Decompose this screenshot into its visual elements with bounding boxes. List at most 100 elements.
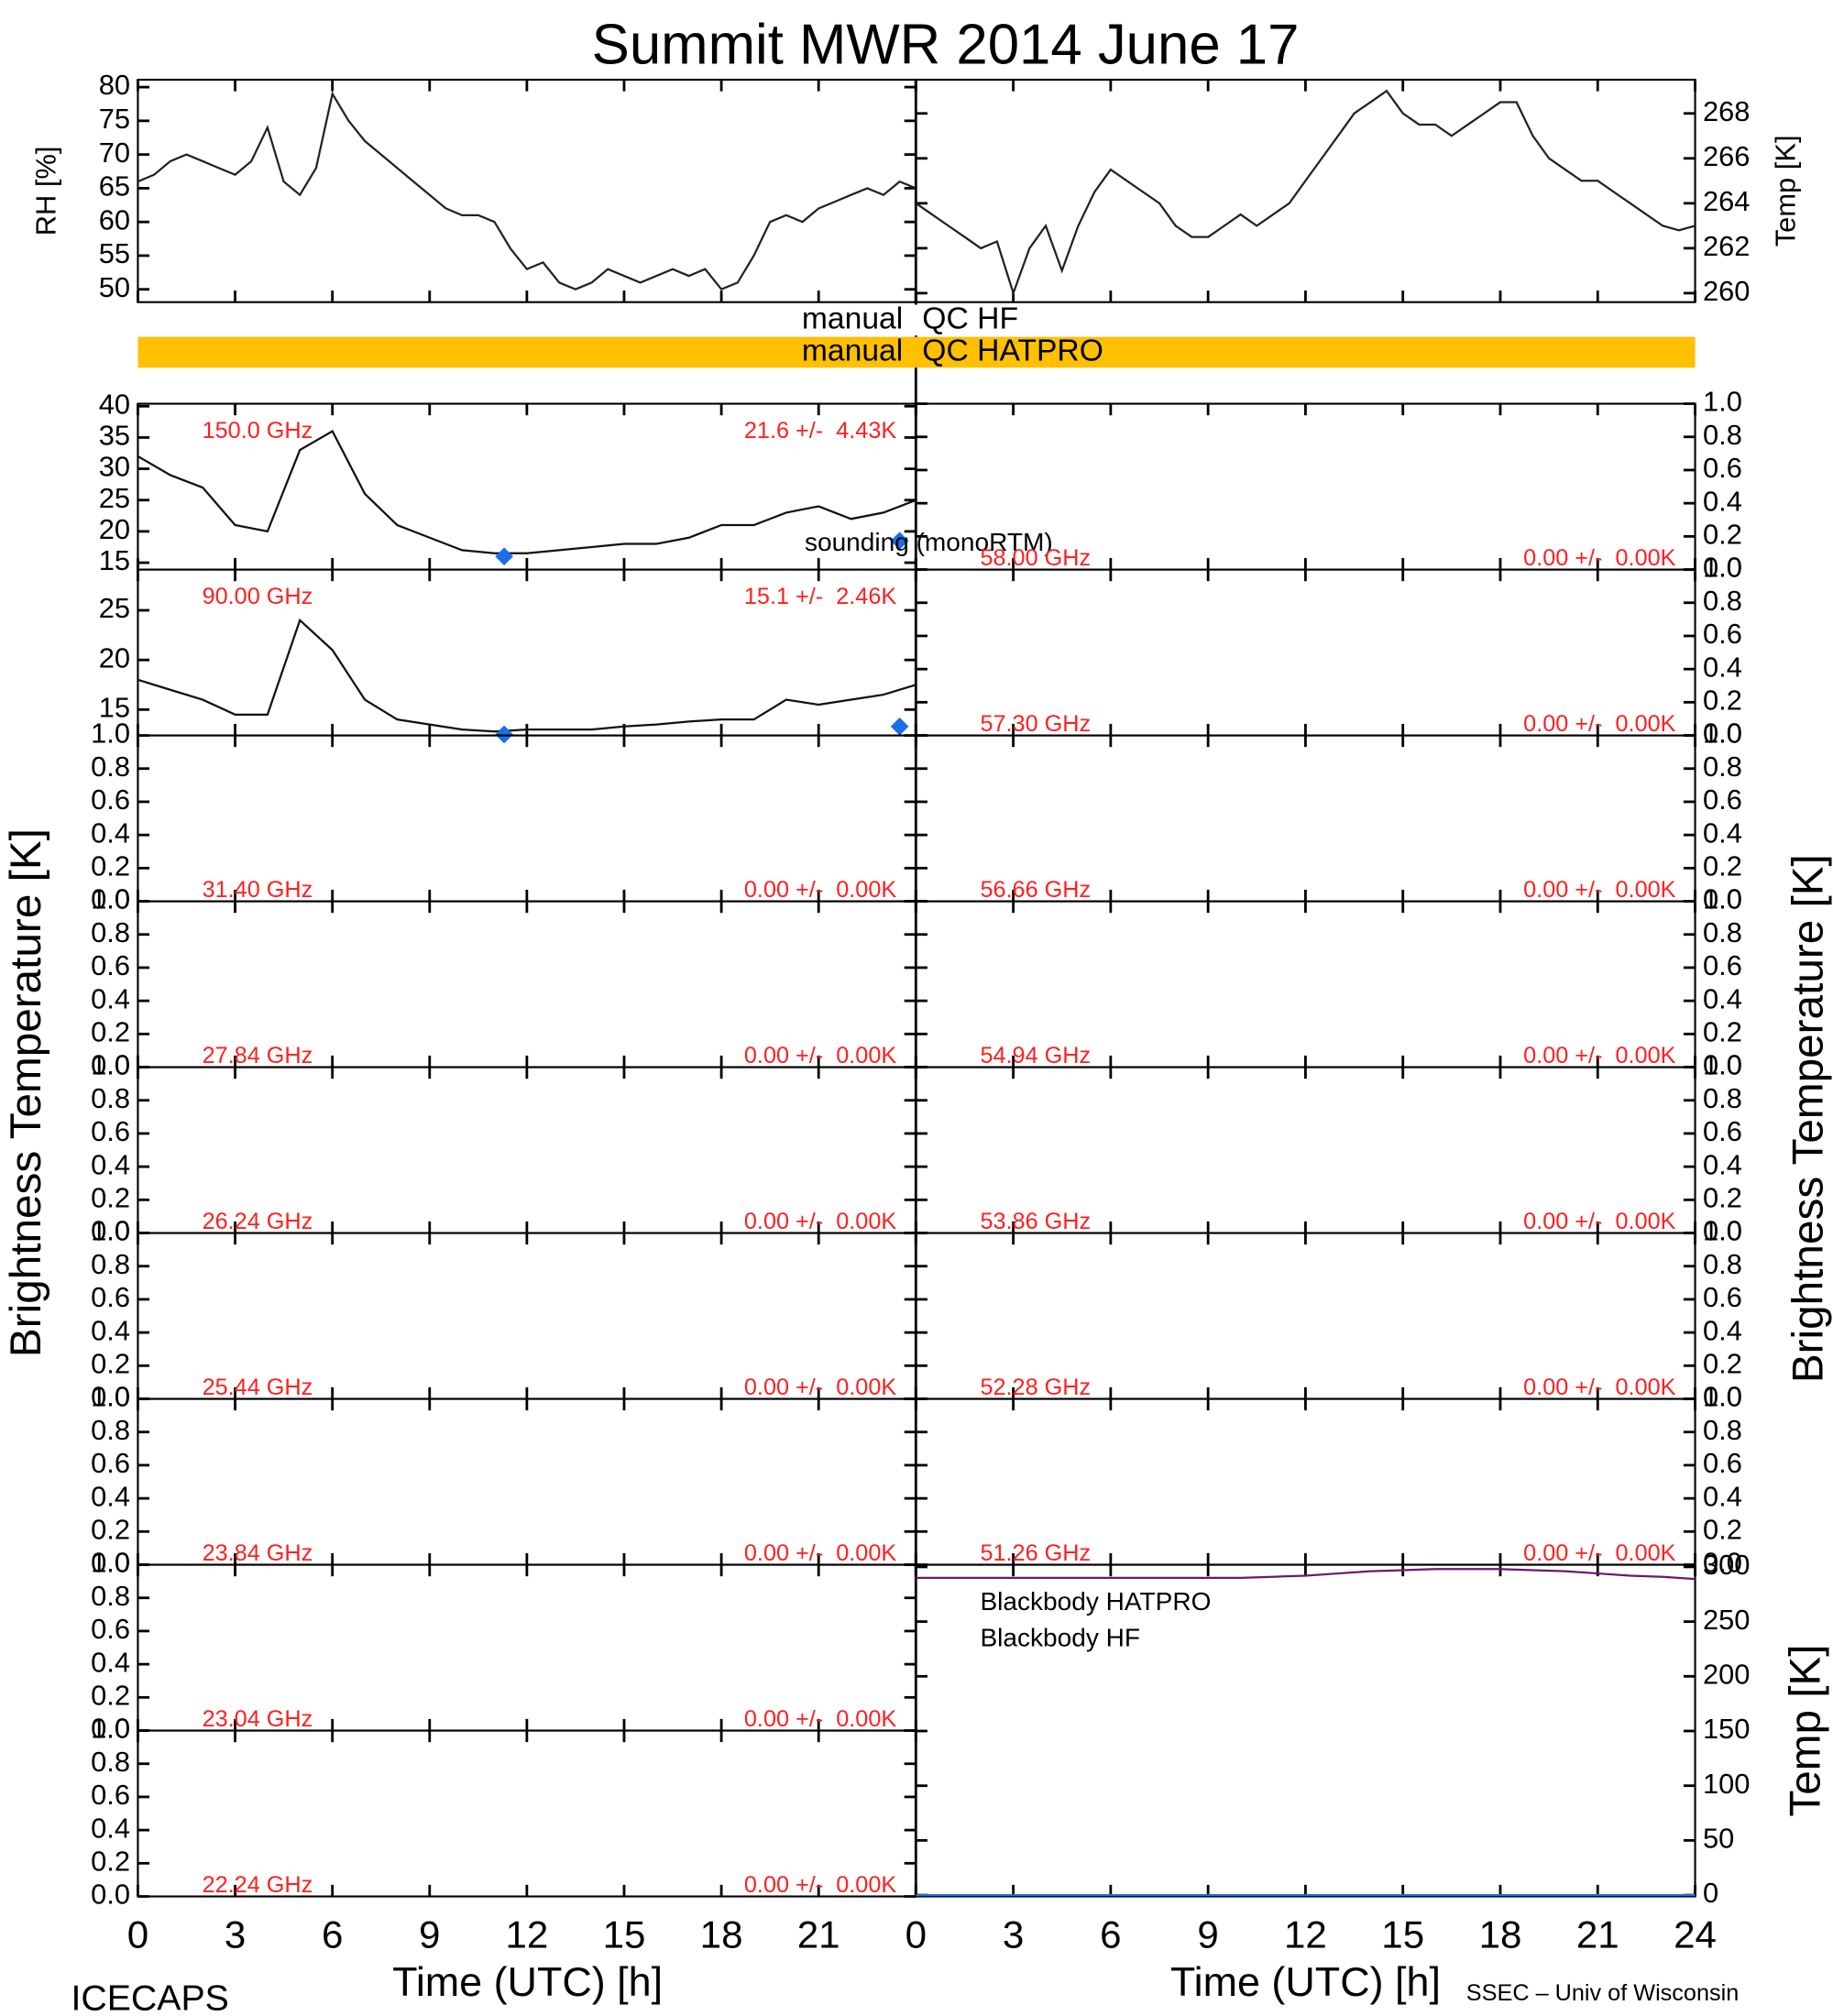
y-tick-label: 0.2 xyxy=(1703,519,1742,551)
y-tick-label: 0.0 xyxy=(91,1713,130,1745)
frequency-label: 25.44 GHz xyxy=(203,1375,313,1400)
x-tick-label: 3 xyxy=(1003,1913,1024,1956)
y-tick-label: 100 xyxy=(1703,1768,1751,1800)
frequency-label: 27.84 GHz xyxy=(203,1043,313,1068)
frequency-label: 58.00 GHz xyxy=(980,545,1091,571)
qc-bar xyxy=(137,304,1696,336)
y-tick-label: 200 xyxy=(1703,1658,1751,1690)
x-axis-label: Time (UTC) [h] xyxy=(1170,1958,1441,2005)
y-tick-label: 1.0 xyxy=(1703,1049,1742,1081)
sounding-point xyxy=(890,717,909,736)
stats-label: 0.00 +/- 0.00K xyxy=(1523,1375,1676,1400)
y-tick-label: 0.0 xyxy=(91,1049,130,1081)
y-tick-label: 300 xyxy=(1703,1549,1751,1581)
y-tick-label: 0.6 xyxy=(1703,949,1742,981)
stats-label: 0.00 +/- 0.00K xyxy=(744,877,897,903)
stats-label: 0.00 +/- 0.00K xyxy=(744,1872,897,1898)
stats-label: 0.00 +/- 0.00K xyxy=(744,1706,897,1732)
y-tick-label: 150 xyxy=(1703,1713,1751,1745)
frequency-label: 54.94 GHz xyxy=(980,1043,1091,1068)
y-tick-label: 50 xyxy=(99,271,130,303)
frequency-label: 53.86 GHz xyxy=(980,1209,1091,1234)
y-tick-label: 0.8 xyxy=(1703,1082,1742,1114)
y-tick-label: 1.0 xyxy=(1703,883,1742,915)
x-tick-label: 24 xyxy=(1674,1913,1717,1956)
stats-label: 21.6 +/- 4.43K xyxy=(744,418,897,444)
y-tick-label: 0.6 xyxy=(91,949,130,981)
y-tick-label: 0.6 xyxy=(1703,1281,1742,1313)
y-tick-label: 0.4 xyxy=(91,1314,130,1346)
x-tick-label: 15 xyxy=(1381,1913,1424,1956)
frequency-label: 23.04 GHz xyxy=(203,1706,313,1732)
y-tick-label: 0.4 xyxy=(1703,1314,1742,1346)
y-tick-label: 266 xyxy=(1703,140,1751,172)
y-tick-label: 0.8 xyxy=(1703,1248,1742,1280)
y-tick-label: 0.6 xyxy=(1703,452,1742,484)
footer-left: ICECAPS xyxy=(71,1978,228,2016)
y-axis-label: Temp [K] xyxy=(1782,1644,1830,1816)
y-tick-label: 0.8 xyxy=(91,1580,130,1612)
y-tick-label: 0.6 xyxy=(91,1447,130,1479)
y-tick-label: 0.2 xyxy=(91,850,130,882)
frequency-label: 23.84 GHz xyxy=(203,1540,313,1566)
y-tick-label: 0.0 xyxy=(1703,1547,1742,1579)
x-tick-label: 15 xyxy=(603,1913,646,1956)
y-tick-label: 0.8 xyxy=(91,751,130,783)
y-tick-label: 0.4 xyxy=(1703,485,1742,517)
y-tick-label: 0.8 xyxy=(1703,585,1742,617)
y-tick-label: 35 xyxy=(99,420,130,452)
y-tick-label: 1.0 xyxy=(1703,386,1742,418)
y-tick-label: 0.0 xyxy=(91,1215,130,1247)
y-tick-label: 0.0 xyxy=(91,1381,130,1413)
y-tick-label: 0.4 xyxy=(1703,982,1742,1014)
legend-entry: Blackbody HATPRO xyxy=(980,1587,1211,1616)
y-tick-label: 0.4 xyxy=(1703,1480,1742,1512)
y-tick-label: 262 xyxy=(1703,230,1751,262)
stats-label: 0.00 +/- 0.00K xyxy=(1523,1209,1676,1234)
y-tick-label: 1.0 xyxy=(1703,1381,1742,1413)
y-tick-label: 0.6 xyxy=(1703,783,1742,816)
x-tick-label: 9 xyxy=(1197,1913,1218,1956)
y-tick-label: 1.0 xyxy=(91,1215,130,1247)
y-tick-label: 0.2 xyxy=(1703,1015,1742,1047)
y-axis-label: RH [%] xyxy=(29,146,61,236)
y-tick-label: 0.6 xyxy=(1703,1447,1742,1479)
y-tick-label: 0.2 xyxy=(1703,685,1742,717)
x-tick-label: 0 xyxy=(127,1913,148,1956)
y-tick-label: 70 xyxy=(99,137,130,169)
y-tick-label: 80 xyxy=(99,69,130,101)
sounding-point xyxy=(890,531,909,550)
y-tick-label: 0.4 xyxy=(1703,651,1742,683)
y-tick-label: 0.2 xyxy=(1703,1347,1742,1379)
data-line xyxy=(137,430,916,554)
y-tick-label: 1.0 xyxy=(91,1547,130,1579)
y-tick-label: 0.2 xyxy=(91,1679,130,1711)
stats-label: 0.00 +/- 0.00K xyxy=(744,1209,897,1234)
y-tick-label: 250 xyxy=(1703,1604,1751,1636)
y-tick-label: 50 xyxy=(1703,1823,1734,1855)
y-tick-label: 0.8 xyxy=(1703,419,1742,451)
y-tick-label: 0.8 xyxy=(91,916,130,948)
x-tick-label: 21 xyxy=(797,1913,840,1956)
y-tick-label: 0.4 xyxy=(91,1480,130,1512)
y-tick-label: 0.2 xyxy=(91,1181,130,1213)
y-tick-label: 0.0 xyxy=(1703,1215,1742,1247)
x-tick-label: 18 xyxy=(1479,1913,1522,1956)
y-tick-label: 0.8 xyxy=(91,1414,130,1446)
y-tick-label: 260 xyxy=(1703,275,1751,307)
y-tick-label: 0.0 xyxy=(1703,883,1742,915)
qc-label: manual xyxy=(802,334,903,367)
y-tick-label: 0.0 xyxy=(91,1547,130,1579)
y-tick-label: 0.6 xyxy=(1703,618,1742,650)
y-axis-label: Brightness Temperature [K] xyxy=(2,828,50,1357)
frequency-label: 90.00 GHz xyxy=(203,584,313,609)
y-tick-label: 0.8 xyxy=(91,1248,130,1280)
y-axis-label: Brightness Temperature [K] xyxy=(1784,854,1832,1383)
y-tick-label: 1.0 xyxy=(1703,718,1742,750)
y-tick-label: 0.0 xyxy=(1703,1049,1742,1081)
y-tick-label: 0.2 xyxy=(91,1015,130,1047)
y-tick-label: 0.4 xyxy=(91,982,130,1014)
y-tick-label: 1.0 xyxy=(91,1381,130,1413)
y-tick-label: 40 xyxy=(99,388,130,420)
